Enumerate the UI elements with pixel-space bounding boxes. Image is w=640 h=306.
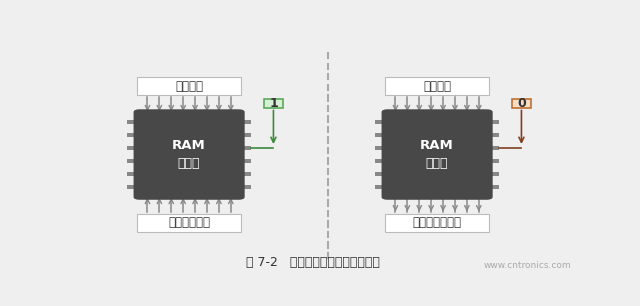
Bar: [486, 172, 499, 176]
Bar: [239, 159, 251, 163]
FancyBboxPatch shape: [381, 109, 493, 200]
Text: www.cntronics.com: www.cntronics.com: [483, 261, 571, 270]
Text: RAM: RAM: [420, 139, 454, 151]
Bar: [127, 133, 140, 137]
Bar: [127, 172, 140, 176]
Bar: [375, 185, 388, 189]
Bar: [127, 185, 140, 189]
Text: 读模式: 读模式: [426, 158, 449, 170]
Bar: [375, 120, 388, 125]
Bar: [127, 146, 140, 150]
Bar: [375, 172, 388, 176]
Bar: [239, 133, 251, 137]
Text: 写模式: 写模式: [178, 158, 200, 170]
Bar: [239, 120, 251, 125]
Text: 单元地址: 单元地址: [175, 80, 203, 93]
Bar: [486, 146, 499, 150]
FancyBboxPatch shape: [264, 99, 284, 107]
Bar: [127, 120, 140, 125]
Bar: [239, 146, 251, 150]
Bar: [486, 133, 499, 137]
FancyBboxPatch shape: [137, 77, 241, 95]
Text: RAM: RAM: [172, 139, 206, 151]
Bar: [486, 159, 499, 163]
Bar: [239, 185, 251, 189]
Text: 1: 1: [269, 97, 278, 110]
Bar: [239, 172, 251, 176]
FancyBboxPatch shape: [385, 77, 489, 95]
FancyBboxPatch shape: [137, 214, 241, 232]
Text: 图 7-2   存储器包括读模式与写模式: 图 7-2 存储器包括读模式与写模式: [246, 256, 380, 269]
Bar: [486, 120, 499, 125]
Text: 0: 0: [517, 97, 526, 110]
Bar: [375, 146, 388, 150]
Bar: [375, 133, 388, 137]
Text: 单元的新数据: 单元的新数据: [168, 216, 210, 230]
Bar: [486, 185, 499, 189]
FancyBboxPatch shape: [134, 109, 244, 200]
Bar: [127, 159, 140, 163]
FancyBboxPatch shape: [385, 214, 489, 232]
Text: 单元的当前数据: 单元的当前数据: [413, 216, 461, 230]
FancyBboxPatch shape: [511, 99, 531, 107]
Bar: [375, 159, 388, 163]
Text: 单元地址: 单元地址: [423, 80, 451, 93]
